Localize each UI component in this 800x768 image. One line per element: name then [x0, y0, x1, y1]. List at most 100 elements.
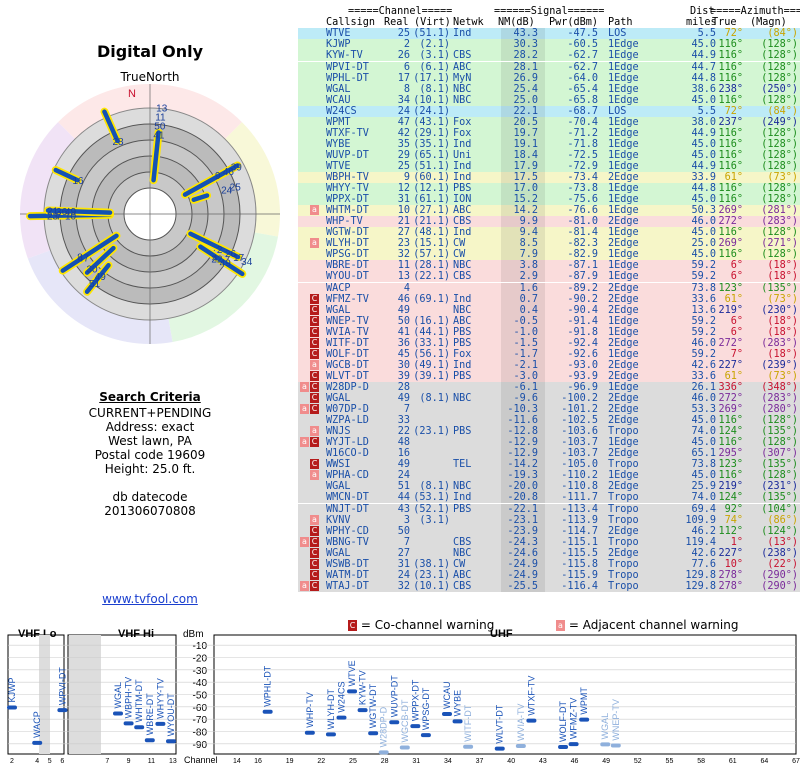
cell-call[interactable]: WPHL-DT — [326, 72, 369, 84]
table-row[interactable]: KYW-TV 26 (3.1) CBS 28.2 -62.7 1Edge 44.9 116° (1… — [298, 50, 800, 62]
table-row[interactable]: WPSG-DT 32 (57.1) CW 7.9 -82.9 1Edge 45.0 116° (1… — [298, 249, 800, 261]
cell-call[interactable]: WPMT — [326, 116, 351, 128]
table-row[interactable]: WGAL 27 NBC -24.6 -115.5 2Edge 42.6 227° (238°) C — [298, 547, 800, 559]
cell-call[interactable]: WPHA-CD — [326, 470, 369, 482]
table-row[interactable]: WPPX-DT 31 (61.1) ION 15.2 -75.6 1Edge 45.0 116°… — [298, 194, 800, 206]
cell-call[interactable]: WOLF-DT — [326, 348, 369, 360]
cell-call[interactable]: WWSI — [326, 459, 351, 471]
table-row[interactable]: WLYH-DT 23 (15.1) CW 8.5 -82.3 2Edge 25.0 269° (2… — [298, 238, 800, 250]
cell-call[interactable]: WYBE — [326, 138, 351, 150]
table-row[interactable]: WPHY-CD 50 -23.9 -114.7 2Edge 46.2 112° (124°) C — [298, 525, 800, 537]
cell-call[interactable]: WBPH-TV — [326, 172, 369, 184]
cell-call[interactable]: WITF-DT — [326, 337, 369, 349]
table-row[interactable]: W24CS 24 (24.1) 22.1 -68.7 LOS 5.5 72° (84°) — [298, 105, 800, 117]
table-row[interactable]: WHYY-TV 12 (12.1) PBS 17.0 -73.8 1Edge 44.8 116°… — [298, 183, 800, 195]
cell-call[interactable]: WCAU — [326, 94, 351, 106]
table-row[interactable]: WPMT 47 (43.1) Fox 20.5 -70.4 1Edge 38.0 237° (24… — [298, 116, 800, 128]
cell-call[interactable]: WLYH-DT — [326, 238, 369, 250]
cell-call[interactable]: WTVE — [326, 160, 351, 172]
table-row[interactable]: WPHL-DT 17 (17.1) MyN 26.9 -64.0 1Edge 44.8 116°… — [298, 72, 800, 84]
cell-call[interactable]: WGAL — [326, 304, 351, 316]
cell-call[interactable]: WTAJ-DT — [326, 580, 369, 592]
table-row[interactable]: WNEP-TV 50 (16.1) ABC -0.5 -91.4 1Edge 59.2 6° (1… — [298, 315, 800, 327]
cell-call[interactable]: KVNV — [326, 514, 351, 526]
table-row[interactable]: WATM-DT 24 (23.1) ABC -24.9 -115.9 Tropo 129.8 2… — [298, 569, 800, 581]
table-row[interactable]: WVIA-TV 41 (44.1) PBS -1.0 -91.8 1Edge 59.2 6° (1… — [298, 326, 800, 338]
cell-call[interactable]: WPVI-DT — [326, 61, 369, 73]
table-row[interactable]: WOLF-DT 45 (56.1) Fox -1.7 -92.6 1Edge 59.2 7° (1… — [298, 348, 800, 360]
table-row[interactable]: WUVP-DT 29 (65.1) Uni 18.4 -72.5 1Edge 45.0 116°… — [298, 149, 800, 161]
cell-call[interactable]: KJWP — [326, 39, 351, 51]
table-row[interactable]: WLVT-DT 39 (39.1) PBS -3.0 -93.9 2Edge 33.6 61° (… — [298, 370, 800, 382]
cell-call[interactable]: WMCN-DT — [326, 492, 369, 504]
table-row[interactable]: WPHA-CD 24 -19.3 -110.2 1Edge 45.0 116° (128°) a — [298, 470, 800, 482]
cell-call[interactable]: WNJS — [326, 426, 351, 438]
cell-call[interactable]: WTVE — [326, 28, 351, 40]
table-row[interactable]: WGAL 49 NBC 0.4 -90.4 2Edge 13.6 219° (230°) C — [298, 304, 800, 316]
cell-call[interactable]: WGCB-DT — [326, 359, 369, 371]
cell-call[interactable]: WHTM-DT — [326, 205, 369, 217]
cell-call[interactable]: WHP-TV — [326, 216, 363, 228]
table-row[interactable]: WZPA-LD 33 -11.6 -102.5 2Edge 45.0 116° (128°) — [298, 415, 800, 427]
cell-call[interactable]: WBRE-DT — [326, 260, 369, 272]
cell-call[interactable]: WZPA-LD — [326, 415, 369, 427]
tvfool-link[interactable]: www.tvfool.com — [102, 592, 198, 606]
table-row[interactable]: WTVE 25 (51.1) Ind 17.9 -72.9 1Edge 44.9 116° (12… — [298, 160, 800, 172]
cell-call[interactable]: W16CO-D — [326, 448, 369, 460]
table-row[interactable]: WBPH-TV 9 (60.1) Ind 17.5 -73.4 2Edge 33.9 61° (7… — [298, 172, 800, 184]
table-row[interactable]: WYOU-DT 13 (22.1) CBS 2.9 -87.9 1Edge 59.2 6° (18… — [298, 271, 800, 283]
table-row[interactable]: WSWB-DT 31 (38.1) CW -24.9 -115.8 Tropo 77.6 10°… — [298, 558, 800, 570]
cell-call[interactable]: WTXF-TV — [326, 127, 369, 139]
table-row[interactable]: WNJS 22 (23.1) PBS -12.8 -103.6 Tropo 74.0 124° (… — [298, 426, 800, 438]
table-row[interactable]: WWSI 49 TEL -14.2 -105.0 Tropo 73.8 123° (135°) C — [298, 459, 800, 471]
cell-call[interactable]: W28DP-D — [326, 381, 369, 393]
table-row[interactable]: KJWP 2 (2.1) 30.3 -60.5 1Edge 45.0 116° (128°) — [298, 39, 800, 51]
table-row[interactable]: WHP-TV 21 (21.1) CBS 9.9 -81.0 2Edge 46.0 272° (2… — [298, 216, 800, 228]
table-row[interactable]: WNJT-DT 43 (52.1) PBS -22.1 -113.4 Tropo 69.4 92… — [298, 503, 800, 515]
cell-call[interactable]: WYOU-DT — [326, 271, 369, 283]
table-row[interactable]: KVNV 3 (3.1) -23.1 -113.9 Tropo 109.9 74° (86°) a — [298, 514, 800, 526]
cell-call[interactable]: W07DP-D — [326, 404, 369, 416]
cell-call[interactable]: WGAL — [326, 547, 351, 559]
table-row[interactable]: WITF-DT 36 (33.1) PBS -1.5 -92.4 2Edge 46.0 272°… — [298, 337, 800, 349]
table-row[interactable]: WTVE 25 (51.1) Ind 43.3 -47.5 LOS 5.5 72° (84°) — [298, 28, 800, 40]
table-row[interactable]: WCAU 34 (10.1) NBC 25.0 -65.8 1Edge 45.0 116° (12… — [298, 94, 800, 106]
table-row[interactable]: WFMZ-TV 46 (69.1) Ind 0.7 -90.2 2Edge 33.6 61° (7… — [298, 293, 800, 305]
table-row[interactable]: WMCN-DT 44 (53.1) Ind -20.8 -111.7 Tropo 74.0 12… — [298, 492, 800, 504]
table-row[interactable]: WGCB-DT 30 (49.1) Ind -2.1 -93.0 2Edge 42.6 227°… — [298, 359, 800, 371]
table-row[interactable]: WGTW-DT 27 (48.1) Ind 9.4 -81.4 1Edge 45.0 116° (… — [298, 227, 800, 239]
table-row[interactable]: WHTM-DT 10 (27.1) ABC 14.2 -76.6 1Edge 50.3 269°… — [298, 205, 800, 217]
table-row[interactable]: W16CO-D 16 -12.9 -103.7 2Edge 65.1 295° (307°) — [298, 448, 800, 460]
cell-call[interactable]: WPSG-DT — [326, 249, 369, 261]
cell-call[interactable]: WATM-DT — [326, 569, 369, 581]
table-row[interactable]: WTAJ-DT 32 (10.1) CBS -25.5 -116.4 Tropo 129.8 2… — [298, 580, 800, 592]
cell-call[interactable]: WGAL — [326, 83, 351, 95]
cell-call[interactable]: WBNG-TV — [326, 536, 369, 548]
table-row[interactable]: WACP 4 1.6 -89.2 2Edge 73.8 123° (135°) — [298, 282, 800, 294]
cell-call[interactable]: WPHY-CD — [326, 525, 369, 537]
cell-call[interactable]: WLVT-DT — [326, 370, 369, 382]
cell-call[interactable]: WYJT-LD — [326, 437, 369, 449]
table-row[interactable]: WYBE 35 (35.1) Ind 19.1 -71.8 1Edge 45.0 116° (12… — [298, 138, 800, 150]
cell-call[interactable]: WHYY-TV — [326, 183, 369, 195]
cell-call[interactable]: WGAL — [326, 481, 351, 493]
cell-call[interactable]: WFMZ-TV — [326, 293, 369, 305]
table-row[interactable]: WBNG-TV 7 CBS -24.3 -115.1 Tropo 119.4 1° (13°) C… — [298, 536, 800, 548]
cell-call[interactable]: WGTW-DT — [326, 227, 369, 239]
cell-call[interactable]: WVIA-TV — [326, 326, 369, 338]
table-row[interactable]: WGAL 51 (8.1) NBC -20.0 -110.8 2Edge 25.9 219° (2… — [298, 481, 800, 493]
table-row[interactable]: WGAL 49 (8.1) NBC -9.6 -100.2 2Edge 46.0 272° (28… — [298, 393, 800, 405]
cell-call[interactable]: WPPX-DT — [326, 194, 369, 206]
table-row[interactable]: WTXF-TV 42 (29.1) Fox 19.7 -71.2 1Edge 44.9 116°… — [298, 127, 800, 139]
table-row[interactable]: WBRE-DT 11 (28.1) NBC 3.8 -87.1 1Edge 59.2 6° (18… — [298, 260, 800, 272]
cell-call[interactable]: WGAL — [326, 393, 351, 405]
cell-call[interactable]: WNJT-DT — [326, 503, 369, 515]
cell-call[interactable]: W24CS — [326, 105, 357, 117]
table-row[interactable]: WPVI-DT 6 (6.1) ABC 28.1 -62.7 1Edge 44.7 116° (1… — [298, 61, 800, 73]
cell-call[interactable]: WUVP-DT — [326, 149, 369, 161]
cell-call[interactable]: WACP — [326, 282, 351, 294]
table-row[interactable]: WYJT-LD 48 -12.9 -103.7 1Edge 45.0 116° (128°) C… — [298, 437, 800, 449]
cell-call[interactable]: WSWB-DT — [326, 558, 369, 570]
